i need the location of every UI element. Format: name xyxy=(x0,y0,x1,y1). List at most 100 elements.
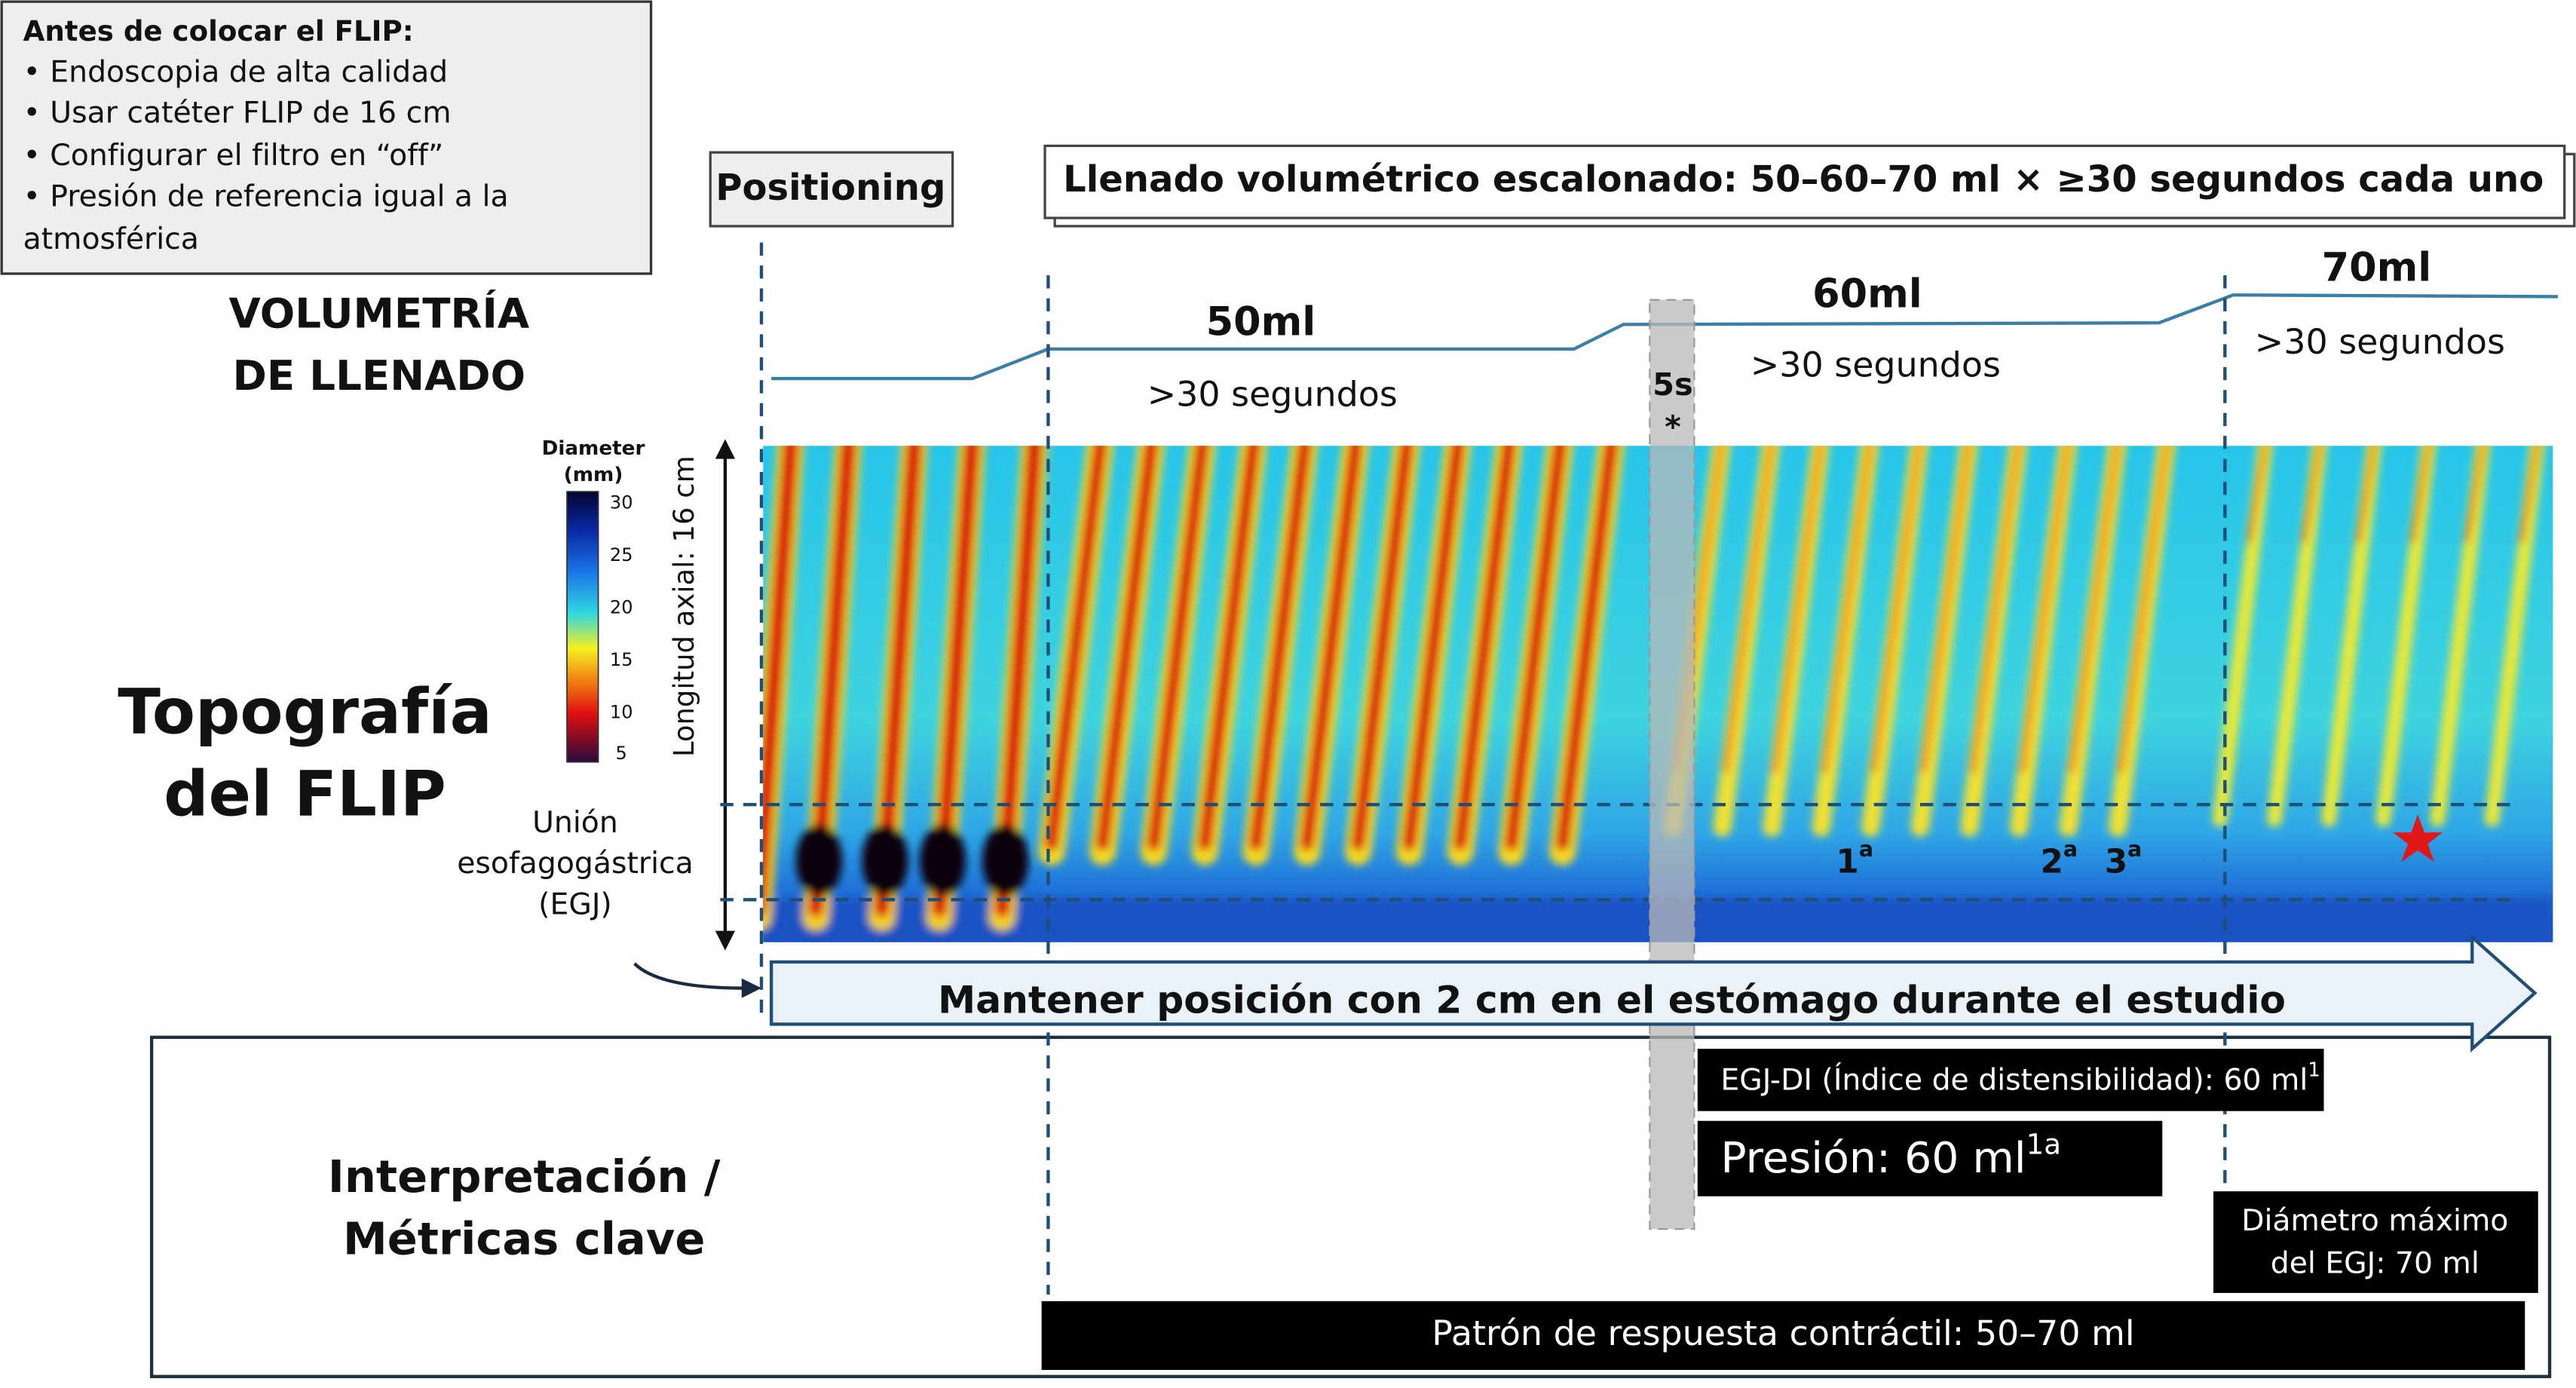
checklist-box xyxy=(0,0,653,275)
banner-text: Llenado volumétrico escalonado: 50–60–70… xyxy=(1063,158,2544,201)
heatmap-blob xyxy=(919,824,966,896)
heatmap-stripe xyxy=(1300,446,1362,851)
arrow-head xyxy=(741,978,762,998)
colorbar-tick: 30 xyxy=(610,492,633,513)
heatmap-stripe xyxy=(1821,446,1873,774)
metrics-label: Interpretación / xyxy=(328,1151,721,1203)
heatmap-stripe xyxy=(1555,446,1618,851)
heatmap-stripe xyxy=(763,446,798,915)
heatmap-stripe xyxy=(2430,446,2491,827)
topography-label: Topografía xyxy=(118,676,492,749)
step-volume: 70ml xyxy=(2322,245,2432,291)
colorbar-tick: 20 xyxy=(610,596,633,617)
contractile-text: Patrón de respuesta contráctil: 50–70 ml xyxy=(1432,1313,2134,1353)
positioning-box xyxy=(709,151,954,228)
step-duration: >30 segundos xyxy=(1751,345,2001,385)
metric-text: Presión: 60 ml xyxy=(1720,1133,2026,1183)
heatmap-stripe xyxy=(2019,446,2071,774)
step-volume: 50ml xyxy=(1206,299,1316,345)
heatmap-stripe xyxy=(2302,446,2323,544)
checklist-item: • Endoscopia de alta calidad xyxy=(23,55,449,89)
heatmap-stripe xyxy=(2247,446,2268,544)
contractile-box xyxy=(1041,1301,2525,1371)
egj-di-text: EGJ-DI (Índice de distensibilidad): 60 m… xyxy=(1720,1059,2320,1097)
colorbar-title: Diameter xyxy=(542,437,645,460)
banner-box xyxy=(1043,144,2566,219)
heatmap-stripe xyxy=(1402,446,1465,851)
max-diameter-box xyxy=(2213,1191,2538,1293)
heatmap-stripe xyxy=(2519,446,2540,544)
egj-label: esofagogástrica xyxy=(457,847,694,881)
colorbar-title: (mm) xyxy=(564,464,623,486)
egj-label: (EGJ) xyxy=(538,888,612,922)
checklist-item: • Presión de referencia igual a la xyxy=(23,180,509,214)
heatmap-stripe xyxy=(1045,446,1107,851)
contraction-mark: 3a xyxy=(2105,837,2143,881)
checklist-item: atmosférica xyxy=(23,222,199,256)
arrow-head xyxy=(715,930,736,951)
position-arrow xyxy=(769,933,2538,1052)
pause-duration: 5s xyxy=(1652,366,1693,403)
volumetry-label: VOLUMETRÍA xyxy=(228,289,529,338)
heatmap-stripe xyxy=(1147,446,1209,851)
heatmap-stripe xyxy=(2267,446,2327,827)
colorbar-tick: 10 xyxy=(610,702,633,723)
positioning-label: Positioning xyxy=(715,167,945,209)
metric-superscript: 1 xyxy=(2308,1059,2320,1081)
contraction-mark: 1a xyxy=(1836,837,1873,881)
max-diameter-text: del EGJ: 70 ml xyxy=(2271,1247,2480,1281)
heatmap-stripe xyxy=(1249,446,1312,851)
heatmap-stripe xyxy=(1722,446,1775,774)
pause-marker: * xyxy=(1665,409,1681,446)
checklist-title: Antes de colocar el FLIP: xyxy=(23,15,414,47)
mark-number: 3 xyxy=(2105,844,2127,881)
volume-trace xyxy=(771,293,2558,381)
metric-superscript: 1a xyxy=(2026,1128,2061,1160)
step-duration: >30 segundos xyxy=(1147,375,1398,415)
heatmap-stripe xyxy=(1969,446,2022,774)
checklist-item: • Usar catéter FLIP de 16 cm xyxy=(23,97,452,130)
heatmap-stripe xyxy=(2464,446,2486,544)
heatmap-stripe xyxy=(2118,446,2170,774)
heatmap-blob xyxy=(862,824,908,896)
arrow-head xyxy=(715,439,736,459)
heatmap-stripe xyxy=(2068,446,2121,774)
mark-superscript: a xyxy=(2063,837,2078,862)
max-diameter-text: Diámetro máximo xyxy=(2241,1204,2508,1238)
heatmap-blob xyxy=(982,824,1029,896)
axis-label: Longitud axial: 16 cm xyxy=(668,455,700,757)
heatmap-stripe xyxy=(1504,446,1567,851)
heatmap-stripes xyxy=(763,446,2553,942)
egj-arrow xyxy=(633,962,746,990)
colorbar-tick: 15 xyxy=(610,649,633,670)
heatmap-blob xyxy=(795,824,843,896)
step-duration: >30 segundos xyxy=(2255,322,2505,362)
mark-number: 2 xyxy=(2040,844,2063,881)
egj-di-box xyxy=(1697,1049,2324,1111)
egj-label: Unión xyxy=(532,806,618,840)
pause-column xyxy=(1649,299,1695,1230)
metrics-label: Métricas clave xyxy=(343,1213,705,1265)
volumetry-label: DE LLENADO xyxy=(233,351,526,400)
heatmap-stripe xyxy=(1095,446,1158,851)
step-volume: 60ml xyxy=(1812,271,1922,317)
colorbar-tick: 25 xyxy=(610,544,633,565)
star-marker xyxy=(2393,814,2443,863)
checklist-item: • Configurar el filtro en “off” xyxy=(23,139,444,173)
heatmap-stripe xyxy=(2356,446,2377,544)
heatmap-stripe xyxy=(2375,446,2437,827)
heatmap-stripe xyxy=(2321,446,2382,827)
heatmap-stripe xyxy=(1453,446,1516,851)
heatmap-stripe xyxy=(1772,446,1824,774)
colorbar xyxy=(566,491,599,763)
heatmap-stripe xyxy=(2212,446,2273,827)
topography-label: del FLIP xyxy=(164,758,446,831)
metric-text: EGJ-DI (Índice de distensibilidad): 60 m… xyxy=(1720,1062,2308,1097)
contraction-mark: 2a xyxy=(2040,837,2078,881)
heatmap-stripe xyxy=(1198,446,1260,851)
pressure-box xyxy=(1697,1120,2163,1196)
position-arrow-text: Mantener posición con 2 cm en el estómag… xyxy=(938,978,2286,1022)
heatmap-stripe xyxy=(1351,446,1414,851)
